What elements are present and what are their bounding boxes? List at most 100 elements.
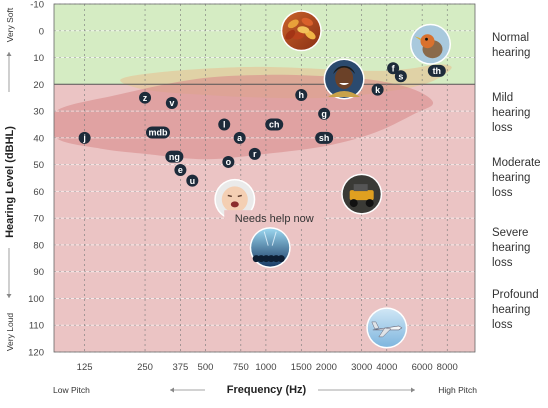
x-end-label-left: Low Pitch [53,385,90,395]
speech-sound-sh: sh [315,131,334,144]
baby-face [221,186,248,213]
speech-sound-label: sh [319,133,330,143]
x-tick-label: 2000 [316,362,337,373]
band-label-4: Profound hearing loss [492,289,539,331]
speech-sound-o: o [222,155,235,168]
x-tick-label: 375 [172,362,188,373]
speech-sound-marker [387,62,400,75]
speech-sound-label: a [237,133,243,143]
y-tick-label: 80 [33,240,44,251]
picture-art [325,60,364,98]
speech-sound-h: h [295,89,308,102]
speech-sound-th: th [427,64,446,77]
speech-sound-marker [165,97,178,110]
x-tick-label: 6000 [412,362,433,373]
speech-sound-label: th [433,66,442,76]
picture-art [282,11,321,50]
airplane-picture [366,307,408,349]
annotation-text: Needs help now [235,213,314,225]
bird-chirping-picture [410,23,451,65]
speech-sound-ng: ng [165,150,184,163]
person-shirt [328,91,361,97]
baby-crying-picture [214,178,256,220]
y-end-label-top: Very Soft [5,7,15,42]
speech-sound-marker [371,83,384,96]
grid-lines [53,3,476,353]
crowd-head [252,255,260,263]
x-tick-label: 500 [198,362,214,373]
leaf [287,19,299,29]
picture-art [367,308,406,347]
speech-sound-z: z [139,91,152,104]
person-hair [333,66,356,74]
concert-crowd-picture [249,227,291,269]
x-tick-label: 125 [77,362,93,373]
speech-sound-label: l [223,120,226,130]
speech-sound-marker [165,150,184,163]
y-tick-label: 120 [28,348,44,359]
picture-art [215,180,254,219]
speech-sound-marker [233,131,246,144]
x-tick-label: 750 [233,362,249,373]
sound-pictures [214,10,451,349]
speech-sound-label: o [226,157,232,167]
speech-sound-label: h [299,90,305,100]
y-tick-label: -10 [30,0,44,11]
y-end-label-bottom: Very Loud [5,313,15,352]
lawn-mower-picture [341,173,383,215]
x-tick-label: 1500 [291,362,312,373]
speech-sound-marker [139,91,152,104]
leaf [297,26,310,34]
baby-mouth [230,201,239,208]
speech-sound-marker [218,118,231,131]
picture-art [342,175,381,214]
y-tick-label: 70 [33,214,44,225]
hearing-bands [54,4,475,352]
speech-sound-marker [394,70,407,83]
leaf [292,32,305,40]
band-label-word: hearing [492,47,530,59]
speech-sound-marker [265,118,284,131]
crowd-head [277,255,285,263]
x-tick-label: 4000 [376,362,397,373]
speech-sound-label: z [143,93,148,103]
band-label-word: Normal [492,32,529,44]
speech-sound-marker [248,147,261,160]
person-face [335,67,354,89]
y-tick-label: 110 [29,321,44,332]
baby-eyes [227,194,242,198]
crowd-head [267,255,275,263]
airplane-tail [371,321,380,330]
speech-sound-label: f [392,63,396,73]
speech-sound-label: k [375,85,381,95]
speech-sound-g: g [318,107,331,120]
person-smile [339,83,350,85]
annotation-bg [224,210,325,227]
y-tick-label: 60 [33,187,44,198]
speech-sound-e: e [174,163,187,176]
bird-beak [414,36,421,41]
x-arrow-right-head [411,387,415,393]
speech-sound-label: v [169,98,174,108]
speech-sound-ch: ch [265,118,284,131]
band-4 [54,271,475,352]
y-tick-label: 20 [33,80,44,91]
y-axis-title: Hearing Level (dBHL) [4,126,16,238]
speech-sound-label: r [253,149,257,159]
airplane-wing [378,327,392,338]
band-label-0: Normal hearing [492,32,530,59]
axis-titles: Frequency (Hz) Low Pitch High Pitch Hearing… [4,7,477,396]
picture-art [411,25,450,64]
band-label-word: hearing [492,304,530,316]
y-tick-label: 40 [33,133,44,144]
x-tick-label: 1000 [255,362,276,373]
band-label-word: hearing [492,172,530,184]
speech-sound-points: j z v mdb ng eu l a o r ch h g sh k fs th [78,62,446,187]
x-tick-labels: 125 250 375 500 750 1000 1500 2000 3000 4000 6000 8… [77,362,458,373]
annotation-group: Needs help now [224,210,325,227]
crowd-head [257,255,265,263]
speech-sound-label: e [178,165,183,175]
speech-sound-marker [145,126,170,139]
bird-eye [425,37,428,41]
